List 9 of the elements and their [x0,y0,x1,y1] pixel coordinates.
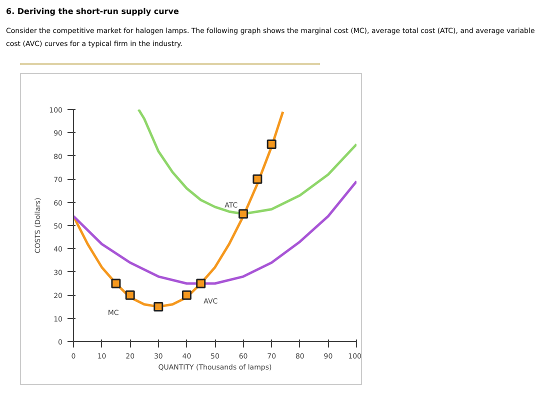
chart-title: 6. Deriving the short-run supply curve [6,6,179,18]
point [125,290,135,300]
point [252,174,262,184]
point [154,302,164,312]
point [238,210,248,220]
point [196,279,206,289]
point [111,279,121,289]
point [266,140,276,150]
point [182,290,192,300]
